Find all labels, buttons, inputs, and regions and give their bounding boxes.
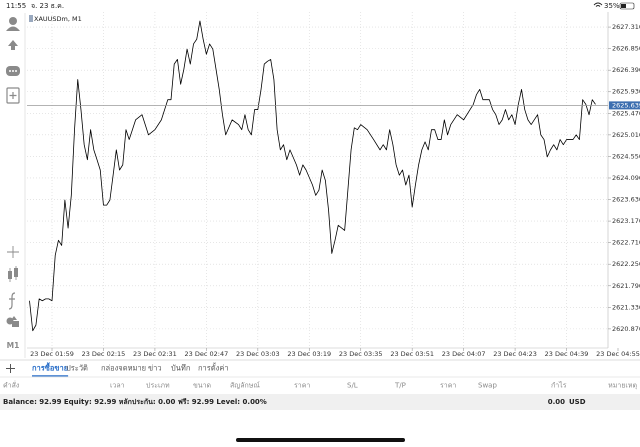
tab[interactable]: ประวัติ	[66, 364, 88, 373]
symbol-icon	[29, 15, 33, 22]
status-date: จ. 23 ธ.ค.	[31, 2, 64, 10]
y-tick-label: 2625.010	[612, 131, 640, 139]
home-indicator	[236, 438, 405, 442]
tab[interactable]: การตั้งค่า	[198, 363, 229, 373]
toolbar-account[interactable]	[6, 17, 20, 31]
x-tick-label: 23 Dec 02:47	[185, 350, 229, 358]
column-header: Swap	[478, 382, 497, 390]
toolbar-trade[interactable]	[8, 40, 18, 50]
y-tick-label: 2627.310	[612, 23, 640, 31]
tab[interactable]: ข่าว	[148, 364, 162, 373]
column-header: หมายเหตุ	[608, 382, 637, 390]
column-header: กำไร	[551, 381, 567, 390]
current-price-box	[609, 101, 640, 110]
x-tick-label: 23 Dec 03:19	[287, 350, 331, 358]
column-header: T/P	[394, 382, 406, 390]
x-tick-label: 23 Dec 03:03	[236, 350, 280, 358]
y-tick-label: 2623.170	[612, 217, 640, 225]
column-header: ราคา	[294, 382, 310, 390]
x-tick-label: 23 Dec 03:51	[390, 350, 434, 358]
y-tick-label: 2626.390	[612, 66, 640, 74]
tab[interactable]: บันทึก	[171, 364, 190, 373]
battery-text: 35%	[604, 2, 620, 10]
x-tick-label: 23 Dec 02:31	[133, 350, 177, 358]
y-tick-label: 2625.930	[612, 88, 640, 96]
column-header: ขนาด	[193, 382, 211, 390]
tab[interactable]: การซื้อขาย	[32, 362, 68, 373]
x-tick-label: 23 Dec 01:59	[30, 350, 74, 358]
account-summary: Balance: 92.99 Equity: 92.99 หลักประกัน:…	[3, 398, 267, 406]
column-header: สัญลักษณ์	[230, 382, 260, 390]
x-tick-label: 23 Dec 04:07	[442, 350, 486, 358]
toolbar-timeframe[interactable]: M1	[7, 341, 20, 350]
add-button[interactable]	[6, 364, 15, 373]
y-tick-label: 2621.790	[612, 282, 640, 290]
status-time: 11:55	[6, 2, 26, 10]
chart-title: XAUUSDm, M1	[34, 15, 82, 23]
wifi-icon	[593, 2, 603, 7]
y-tick-label: 2625.470	[612, 109, 640, 117]
x-tick-label: 23 Dec 04:23	[493, 350, 537, 358]
y-tick-label: 2622.250	[612, 260, 640, 268]
battery-level	[621, 4, 626, 8]
tab[interactable]: กล่องจดหมาย	[101, 364, 146, 373]
column-header: คำสั่ง	[3, 381, 19, 390]
y-tick-label: 2620.870	[612, 325, 640, 333]
x-tick-label: 23 Dec 04:55	[596, 350, 640, 358]
column-header: ประเภท	[146, 382, 170, 390]
x-tick-label: 23 Dec 02:15	[82, 350, 126, 358]
toolbar-chart-type[interactable]	[8, 266, 18, 282]
y-tick-label: 2623.630	[612, 196, 640, 204]
toolbar-chat[interactable]	[6, 66, 20, 76]
toolbar-indicators[interactable]	[8, 292, 16, 310]
column-headers: คำสั่ง เวลา ประเภท ขนาด สัญลักษณ์ ราคา S/L T/P ร…	[3, 381, 637, 390]
account-row	[0, 394, 640, 410]
toolbar-crosshair[interactable]	[7, 246, 19, 258]
y-tick-label: 2626.850	[612, 45, 640, 53]
account-currency: USD	[569, 398, 586, 406]
y-tick-label: 2621.330	[612, 303, 640, 311]
account-profit: 0.00	[548, 398, 565, 406]
current-price-label: 2625.639	[612, 101, 640, 109]
price-axis	[608, 12, 640, 348]
toolbar-new-order[interactable]	[6, 87, 20, 104]
column-header: เวลา	[110, 382, 125, 390]
y-tick-label: 2624.550	[612, 152, 640, 160]
x-tick-label: 23 Dec 04:39	[545, 350, 589, 358]
price-line	[29, 20, 596, 332]
y-tick-label: 2622.710	[612, 239, 640, 247]
column-header: ราคา	[440, 382, 456, 390]
column-header: S/L	[347, 382, 358, 390]
battery-icon	[619, 2, 635, 10]
toolbar-objects[interactable]	[6, 316, 20, 327]
x-tick-label: 23 Dec 03:35	[339, 350, 383, 358]
y-tick-label: 2624.090	[612, 174, 640, 182]
chart: 2627.310 2626.850 2626.390 2625.930 2625.470…	[27, 12, 640, 358]
